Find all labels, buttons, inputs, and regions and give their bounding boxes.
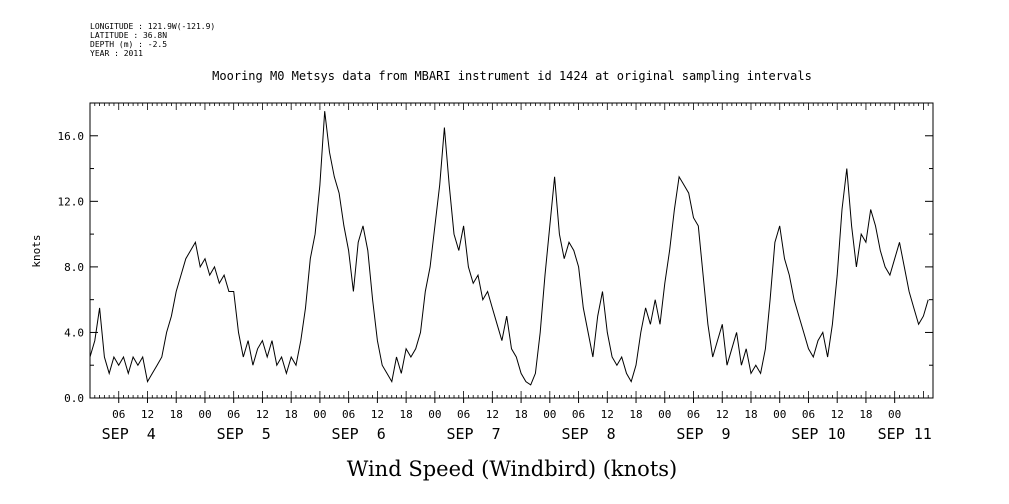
- x-tick-label: 18: [629, 408, 642, 421]
- x-tick-label: 18: [859, 408, 872, 421]
- x-tick-label: 00: [543, 408, 556, 421]
- date-label: SEP 7: [447, 425, 501, 443]
- x-tick-label: 06: [572, 408, 585, 421]
- series-line-wind-speed: [89, 111, 929, 386]
- date-label: SEP 6: [332, 425, 386, 443]
- y-axis: 0.0 4.0 8.0 12.0 16.0: [58, 102, 933, 405]
- x-axis: 06 12 18 00 06 12 18 00 06 12 18 00 06 12 18 00 06 12 18 00…: [89, 103, 934, 421]
- x-tick-label: 06: [227, 408, 240, 421]
- x-axis-label: Wind Speed (Windbird) (knots): [347, 457, 677, 481]
- x-tick-label: 06: [457, 408, 470, 421]
- x-tick-label: 00: [888, 408, 901, 421]
- x-tick-label: 12: [256, 408, 269, 421]
- x-tick-label: 18: [285, 408, 298, 421]
- plot-frame: [89, 102, 934, 399]
- chart-title: Mooring M0 Metsys data from MBARI instru…: [212, 69, 812, 83]
- x-tick-label: 12: [141, 408, 154, 421]
- x-tick-label: 18: [170, 408, 183, 421]
- date-label: SEP 4: [102, 425, 156, 443]
- x-tick-label: 12: [831, 408, 844, 421]
- x-tick-label: 18: [400, 408, 413, 421]
- y-tick-label: 4.0: [64, 326, 84, 339]
- x-tick-label: 00: [198, 408, 211, 421]
- x-tick-label: 18: [744, 408, 757, 421]
- year-label: YEAR : 2011: [90, 49, 143, 58]
- y-axis-label: knots: [30, 234, 43, 267]
- y-tick-label: 16.0: [58, 130, 85, 143]
- depth-label: DEPTH (m) : -2.5: [90, 40, 168, 49]
- x-tick-label: 00: [658, 408, 671, 421]
- x-tick-label: 12: [601, 408, 614, 421]
- y-tick-label: 0.0: [64, 392, 84, 405]
- date-label: SEP 11: [878, 425, 932, 443]
- x-tick-label: 00: [313, 408, 326, 421]
- date-label: SEP 5: [217, 425, 271, 443]
- date-label: SEP 9: [676, 425, 730, 443]
- date-label: SEP 10: [791, 425, 845, 443]
- date-label: SEP 8: [561, 425, 615, 443]
- y-tick-label: 8.0: [64, 261, 84, 274]
- x-tick-label: 18: [514, 408, 527, 421]
- x-tick-label: 12: [716, 408, 729, 421]
- y-tick-label: 12.0: [58, 195, 85, 208]
- x-tick-label: 12: [486, 408, 499, 421]
- metadata-block: LONGITUDE : 121.9W(-121.9) LATITUDE : 36…: [90, 22, 215, 58]
- longitude-label: LONGITUDE : 121.9W(-121.9): [90, 22, 216, 31]
- x-tick-label: 00: [428, 408, 441, 421]
- x-tick-label: 06: [342, 408, 355, 421]
- x-tick-label: 00: [773, 408, 786, 421]
- x-tick-label: 12: [371, 408, 384, 421]
- x-tick-label: 06: [802, 408, 815, 421]
- x-tick-label: 06: [687, 408, 700, 421]
- latitude-label: LATITUDE : 36.8N: [90, 31, 168, 40]
- date-labels: SEP 4 SEP 5 SEP 6 SEP 7 SEP 8 SEP 9 SEP 10 SEP …: [102, 425, 932, 443]
- x-tick-label: 06: [112, 408, 125, 421]
